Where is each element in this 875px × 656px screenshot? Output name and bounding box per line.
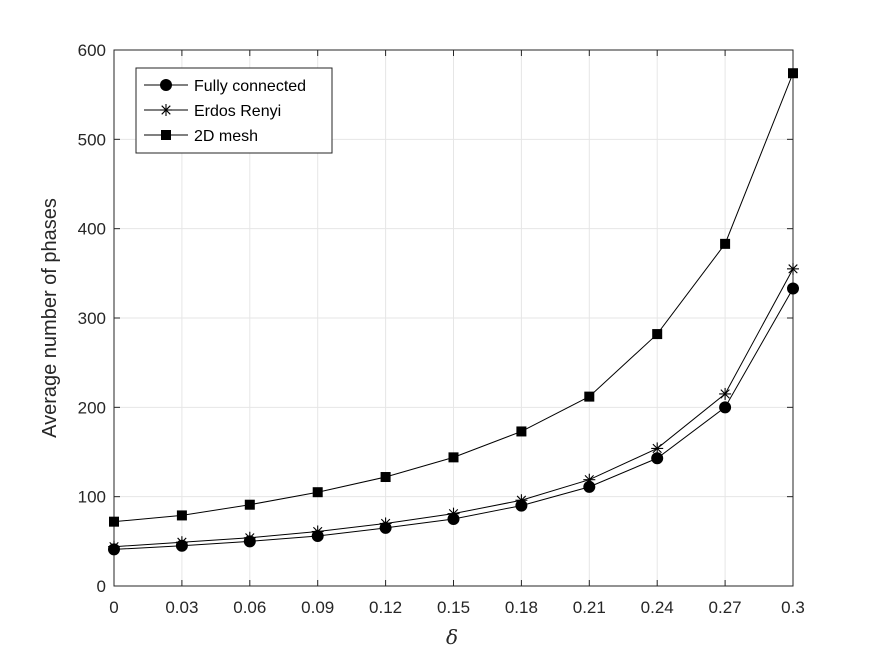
data-point-square xyxy=(448,452,459,463)
y-tick-label: 300 xyxy=(78,309,106,328)
data-point-asterisk xyxy=(787,262,799,275)
x-tick-label: 0.3 xyxy=(781,598,805,617)
tick-labels: 0 0.03 0.06 0.09 0.12 0.15 0.18 0.21 0.24 0.27 0.3… xyxy=(78,41,805,617)
data-point-asterisk xyxy=(243,531,256,544)
data-point-asterisk xyxy=(583,473,596,486)
data-point-asterisk xyxy=(175,536,188,549)
series-erdos-renyi xyxy=(108,262,799,553)
legend-entry: Erdos Renyi xyxy=(144,103,281,120)
data-point-circle xyxy=(651,452,664,465)
data-point-asterisk xyxy=(719,387,732,400)
legend: Fully connected Erdos Renyi 2D mesh xyxy=(135,67,333,154)
data-point-square xyxy=(516,426,527,437)
data-point-circle xyxy=(719,401,732,414)
data-point-square xyxy=(380,472,391,483)
x-tick-label: 0.21 xyxy=(573,598,606,617)
x-tick-label: 0 xyxy=(109,598,118,617)
data-point-circle xyxy=(160,79,172,91)
x-tick-label: 0.06 xyxy=(233,598,266,617)
legend-entry: 2D mesh xyxy=(144,128,258,145)
legend-entry: Fully connected xyxy=(144,78,306,95)
legend-label: Erdos Renyi xyxy=(194,103,281,120)
data-series xyxy=(108,68,799,556)
data-point-circle xyxy=(583,480,596,493)
data-point-square xyxy=(176,510,187,521)
x-tick-label: 0.27 xyxy=(709,598,742,617)
x-tick-label: 0.09 xyxy=(301,598,334,617)
data-point-square xyxy=(720,238,731,249)
data-point-square xyxy=(244,499,255,510)
y-tick-label: 500 xyxy=(78,130,106,149)
x-axis-label: δ xyxy=(446,625,458,649)
y-tick-label: 100 xyxy=(78,488,106,507)
legend-label: 2D mesh xyxy=(194,128,258,145)
data-point-asterisk xyxy=(108,540,120,553)
x-tick-label: 0.03 xyxy=(165,598,198,617)
data-point-asterisk xyxy=(447,507,460,520)
data-point-square xyxy=(161,130,171,140)
y-tick-label: 600 xyxy=(78,41,106,60)
data-point-asterisk xyxy=(651,442,664,455)
data-point-asterisk xyxy=(515,494,528,507)
series-2d-mesh xyxy=(109,68,798,527)
x-tick-label: 0.12 xyxy=(369,598,402,617)
data-point-square xyxy=(109,516,119,527)
axes xyxy=(113,49,794,587)
data-point-circle xyxy=(787,282,799,295)
data-point-asterisk xyxy=(160,104,172,116)
data-point-asterisk xyxy=(311,525,324,538)
legend-label: Fully connected xyxy=(194,78,306,95)
data-point-square xyxy=(788,68,798,79)
y-tick-label: 400 xyxy=(78,220,106,239)
y-tick-label: 200 xyxy=(78,398,106,417)
x-tick-label: 0.24 xyxy=(641,598,674,617)
y-axis-label: Average number of phases xyxy=(39,198,61,438)
x-tick-label: 0.18 xyxy=(505,598,538,617)
data-point-square xyxy=(312,487,323,498)
data-point-square xyxy=(584,391,595,402)
y-tick-label: 0 xyxy=(97,577,106,596)
data-point-square xyxy=(652,329,663,340)
x-tick-label: 0.15 xyxy=(437,598,470,617)
data-point-asterisk xyxy=(379,517,392,530)
